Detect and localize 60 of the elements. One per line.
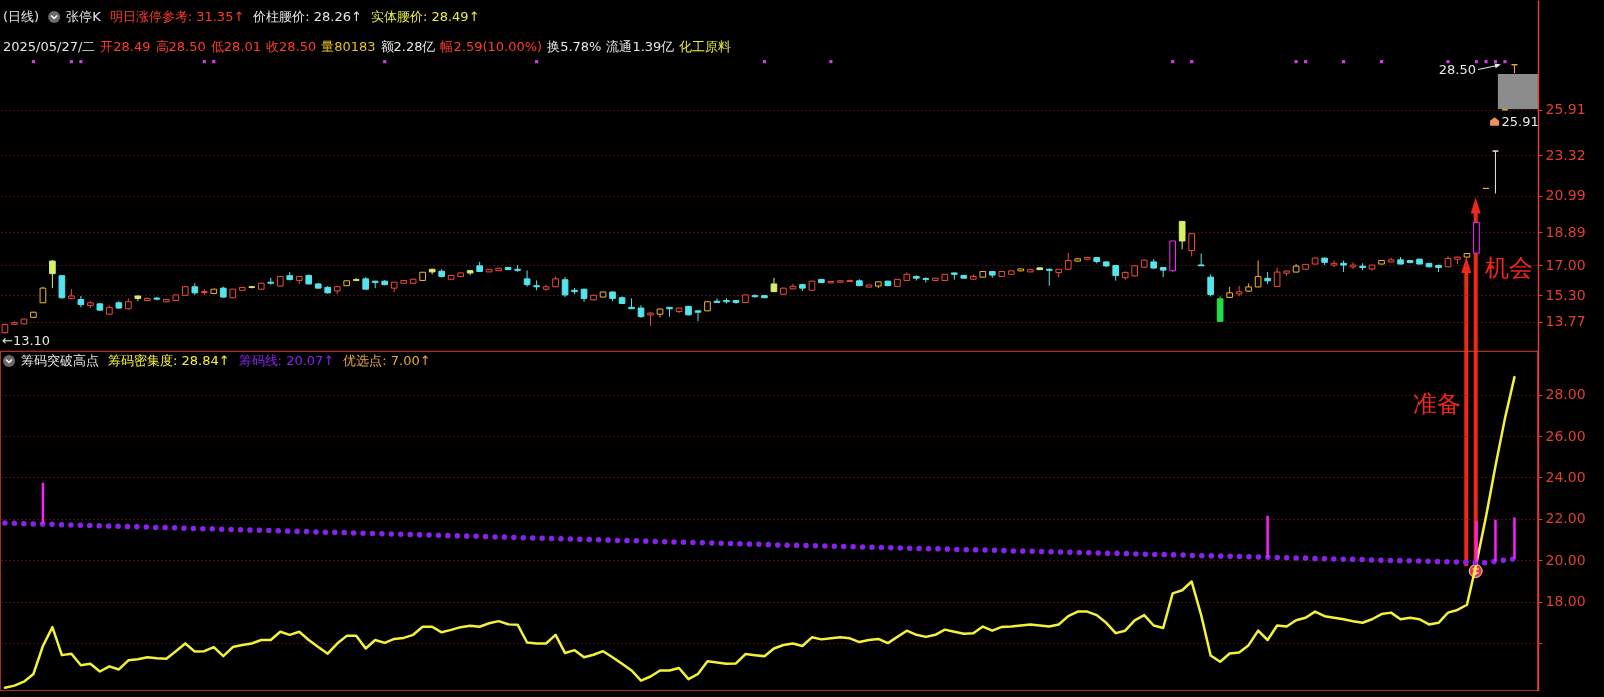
y-tick-label: 22.00 [1545,510,1586,527]
annotation: 收28.50 [265,39,317,54]
candlestick [1273,267,1281,288]
candlestick [1216,295,1224,323]
annotation: 28.50 [1438,61,1476,77]
chart-title: 筹码突破高点 [21,353,99,368]
annotation: 高28.50 [155,39,206,54]
candlestick [1349,261,1357,270]
annotation: ←13.10 [2,332,51,348]
annotation: 量80183 [321,39,376,54]
bar [1475,521,1478,563]
candlestick [1178,220,1186,250]
y-tick-label: 18.89 [1545,223,1586,240]
annotation: 25.91 [1501,113,1539,129]
annotation: 开28.49 [100,39,151,54]
annotation: 换5.78% [547,39,602,54]
candlestick [1254,260,1262,288]
annotation: 幅2.59(10.00%) [440,39,543,54]
y-tick-label: 17.00 [1545,256,1586,273]
candlestick [77,295,85,308]
annotation: 明日涨停参考: 31.35↑ [109,9,245,24]
candlestick [713,297,721,304]
y-tick-label: 28.00 [1545,386,1586,403]
y-tick-label: 15.30 [1545,286,1586,303]
text: 筹码密集度: 28.84↑ [108,353,230,368]
annotation: 流通1.39亿 [606,39,675,54]
y-tick-label: 23.32 [1545,146,1586,163]
y-tick-label: 13.77 [1545,313,1586,330]
candlestick [1207,273,1214,298]
annotation: 准备 [1413,390,1462,418]
annotation: 价柱腰价: 28.26↑ [252,9,362,24]
candlestick [523,269,531,288]
text: 筹码线: 20.07↑ [238,353,335,368]
candlestick [1492,150,1499,194]
annotation: 2025/05/27/二 [3,39,96,54]
y-tick-label: 20.00 [1545,551,1586,568]
candlestick [58,274,66,300]
annotation: 低28.01 [210,39,261,54]
candlestick [1235,285,1243,297]
y-tick-label: 24.00 [1545,468,1586,485]
text: 张停K [66,9,102,24]
annotation: 机会 [1484,254,1533,282]
annotation: 优选点: 7.00↑ [343,353,431,368]
y-tick-label: 26.00 [1545,427,1586,444]
annotation: 化工原料 [679,39,732,54]
y-tick-label: 25.91 [1545,101,1586,118]
annotation: 额2.28亿 [380,39,436,54]
candlestick [694,309,702,322]
bar [1266,515,1269,558]
candlestick [751,293,759,299]
y-tick-label: 20.99 [1545,187,1586,204]
candlestick [1188,232,1195,257]
line-series [3,375,1516,689]
bar [1513,517,1516,559]
candlestick [561,276,569,298]
text: (日线) [3,9,40,24]
candlestick [49,259,56,289]
y-tick-label: 18.00 [1545,593,1586,610]
bar [1494,519,1497,562]
annotation: 实体腰价: 28.49↑ [370,9,480,24]
